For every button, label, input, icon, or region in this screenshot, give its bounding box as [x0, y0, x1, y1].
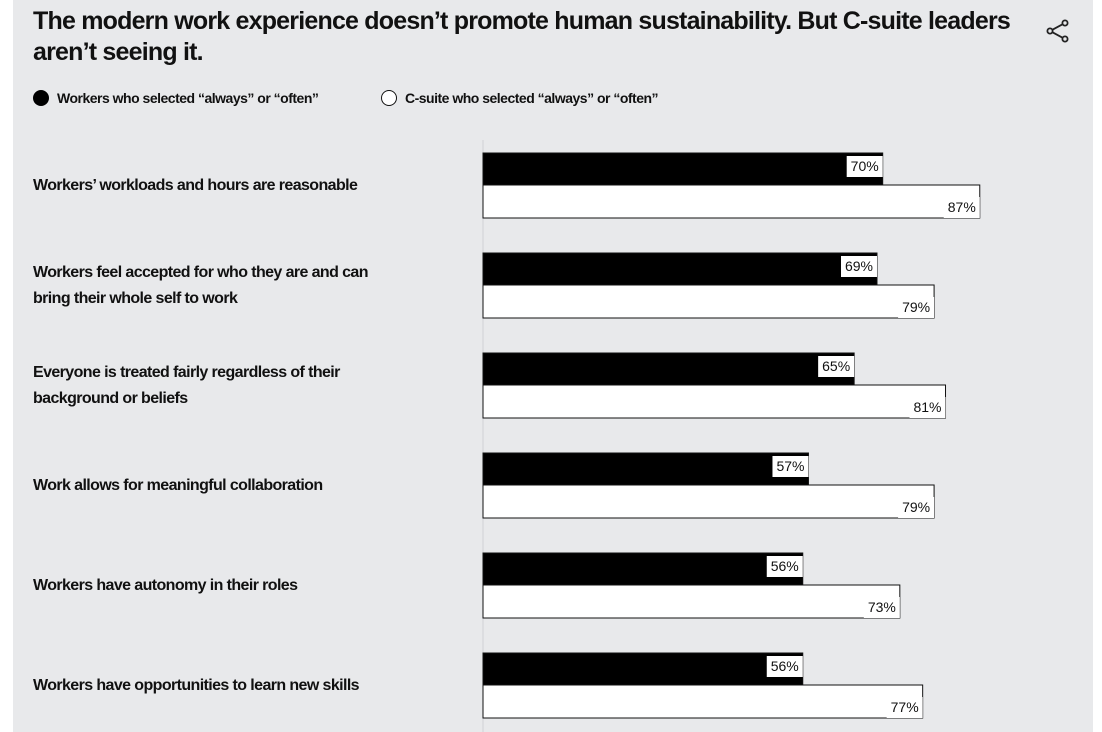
- value-tag: [846, 156, 883, 177]
- category-label-line: Workers have opportunities to learn new …: [33, 677, 360, 694]
- value-tag: [898, 297, 935, 318]
- bar-csuite: [482, 384, 947, 419]
- value-label-workers: 69%: [845, 258, 873, 274]
- legend-label-workers: Workers who selected “always” or “often”: [57, 90, 319, 106]
- bar-csuite: [482, 184, 981, 219]
- category-label: Workers have opportunities to learn new …: [33, 673, 413, 699]
- legend-item-csuite: C-suite who selected “always” or “often”: [381, 88, 659, 108]
- bar-workers: [482, 352, 855, 387]
- category-label: Workers’ workloads and hours are reasona…: [33, 173, 413, 199]
- value-tag: [766, 556, 803, 577]
- value-label-csuite: 79%: [902, 299, 930, 315]
- category-label-line: Work allows for meaningful collaboration: [33, 477, 323, 494]
- bar-csuite: [482, 584, 901, 619]
- bar-csuite: [482, 284, 935, 319]
- legend-label-csuite: C-suite who selected “always” or “often”: [405, 90, 659, 106]
- bar-csuite: [482, 484, 935, 519]
- category-label-line: Workers’ workloads and hours are reasona…: [33, 177, 358, 194]
- value-label-csuite: 79%: [902, 499, 930, 515]
- category-label-line: Workers feel accepted for who they are a…: [33, 264, 369, 281]
- hollow-circle-icon: [381, 90, 397, 106]
- value-tag: [898, 497, 935, 518]
- value-tag: [886, 697, 923, 718]
- category-label: Everyone is treated fairly regardless of…: [33, 360, 413, 412]
- bar-workers: [482, 252, 878, 287]
- share-icon[interactable]: [1045, 18, 1071, 44]
- category-label: Workers have autonomy in their roles: [33, 573, 413, 599]
- value-label-workers: 56%: [771, 658, 799, 674]
- value-label-csuite: 87%: [948, 199, 976, 215]
- value-tag: [766, 656, 803, 677]
- bar-workers: [482, 652, 804, 687]
- bar-workers: [482, 152, 884, 187]
- value-tag: [909, 397, 946, 418]
- bar-csuite: [482, 684, 924, 719]
- value-label-workers: 65%: [822, 358, 850, 374]
- value-label-csuite: 81%: [913, 399, 941, 415]
- value-tag: [943, 197, 980, 218]
- value-label-workers: 56%: [771, 558, 799, 574]
- value-tag: [863, 597, 900, 618]
- category-label-line: Everyone is treated fairly regardless of…: [33, 364, 340, 381]
- legend-item-workers: Workers who selected “always” or “often”: [33, 88, 319, 108]
- value-tag: [840, 256, 877, 277]
- value-label-workers: 70%: [851, 158, 879, 174]
- value-label-csuite: 77%: [891, 699, 919, 715]
- value-tag: [818, 356, 855, 377]
- filled-circle-icon: [33, 90, 49, 106]
- bar-workers: [482, 552, 804, 587]
- chart-title: The modern work experience doesn’t promo…: [33, 7, 1011, 66]
- value-label-workers: 57%: [776, 458, 804, 474]
- category-label-line: bring their whole self to work: [33, 290, 238, 307]
- value-tag: [772, 456, 809, 477]
- category-label: Workers feel accepted for who they are a…: [33, 260, 413, 312]
- category-label-line: background or beliefs: [33, 390, 188, 407]
- bar-workers: [482, 452, 809, 487]
- category-label: Work allows for meaningful collaboration: [33, 473, 413, 499]
- category-label-line: Workers have autonomy in their roles: [33, 577, 298, 594]
- value-label-csuite: 73%: [868, 599, 896, 615]
